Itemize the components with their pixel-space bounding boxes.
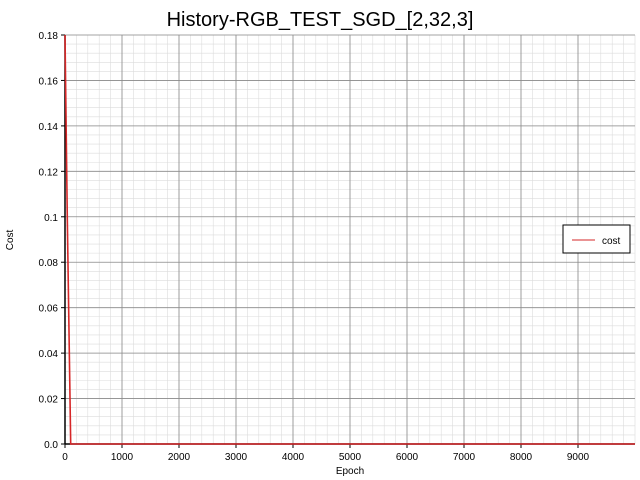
y-tick-label: 0.12 bbox=[39, 167, 59, 178]
x-tick-label: 5000 bbox=[339, 452, 362, 463]
series-line-cost bbox=[64, 34, 635, 445]
y-tick-label: 0.04 bbox=[39, 349, 59, 360]
y-tick-label: 0.08 bbox=[39, 258, 59, 269]
x-tick-label: 4000 bbox=[282, 452, 305, 463]
y-tick-label: 0.16 bbox=[39, 76, 59, 87]
y-tick-label: 0.06 bbox=[39, 304, 59, 315]
x-tick-label: 1000 bbox=[111, 452, 134, 463]
x-tick-label: 3000 bbox=[225, 452, 248, 463]
major-grid bbox=[64, 34, 635, 445]
x-tick-label: 6000 bbox=[396, 452, 419, 463]
legend-box bbox=[562, 224, 631, 254]
series-layer bbox=[64, 34, 635, 445]
chart-title: History-RGB_TEST_SGD_[2,32,3] bbox=[167, 9, 474, 31]
x-axis-label: Epoch bbox=[336, 466, 364, 477]
legend: cost bbox=[562, 224, 631, 254]
x-tick-label: 9000 bbox=[567, 452, 590, 463]
legend-label-cost: cost bbox=[602, 236, 621, 247]
y-tick-label: 0.14 bbox=[39, 122, 59, 133]
y-tick-label: 0.18 bbox=[39, 31, 59, 42]
x-tick-label: 2000 bbox=[168, 452, 191, 463]
y-axis-label: Cost bbox=[5, 229, 16, 250]
y-tick-label: 0.1 bbox=[44, 213, 58, 224]
tick-labels: 0 1000 2000 3000 4000 5000 6000 7000 8000 9000 0.0… bbox=[39, 31, 590, 463]
x-tick-label: 7000 bbox=[453, 452, 476, 463]
axes bbox=[61, 34, 635, 448]
x-tick-label: 0 bbox=[62, 452, 68, 463]
y-tick-label: 0.02 bbox=[39, 395, 59, 406]
y-tick-label: 0.0 bbox=[44, 440, 58, 451]
x-tick-label: 8000 bbox=[510, 452, 533, 463]
